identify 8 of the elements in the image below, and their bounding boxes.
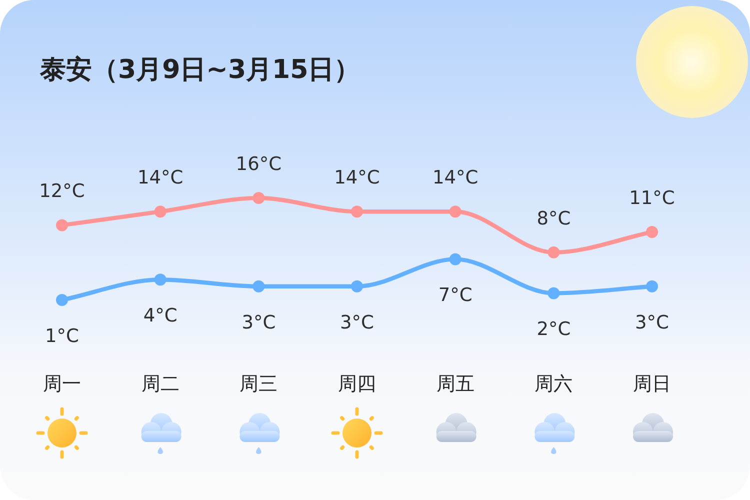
title: 泰安（3月9日~3月15日）: [40, 55, 360, 85]
x-tick-label: 周一: [43, 373, 81, 395]
x-tick-label: 周六: [534, 373, 573, 395]
x-tick-label: 周五: [436, 373, 474, 395]
x-tick-label: 周二: [141, 373, 180, 395]
x-tick-label: 周三: [240, 373, 278, 395]
x-tick-label: 周四: [338, 373, 376, 395]
x-tick-label: 周日: [633, 373, 671, 395]
